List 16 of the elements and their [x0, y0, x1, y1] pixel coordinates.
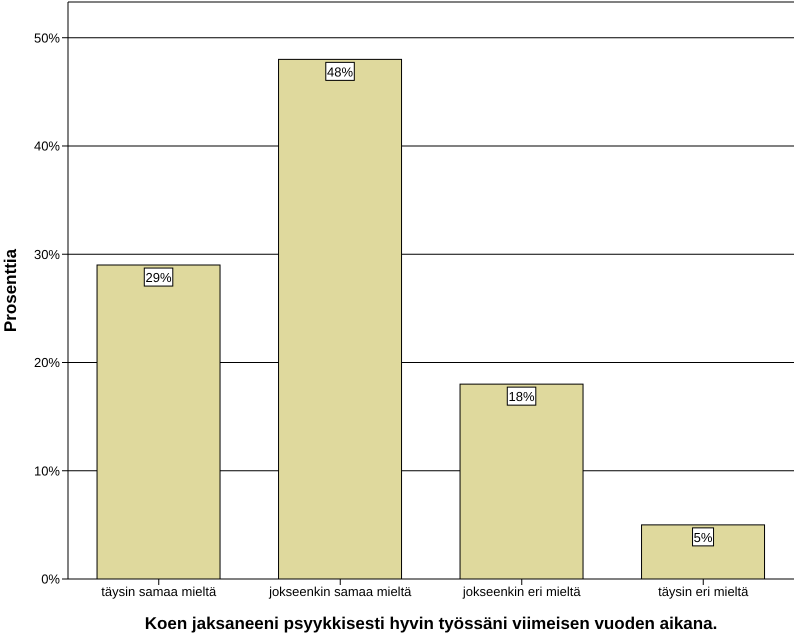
y-tick-label: 10% [34, 463, 60, 478]
x-tick-label: jokseenkin eri mieltä [462, 584, 582, 600]
data-label: 29% [146, 270, 172, 286]
y-tick-label: 20% [34, 355, 60, 370]
y-tick-label: 30% [34, 246, 60, 262]
x-tick-label: jokseenkin samaa mieltä [268, 584, 412, 600]
y-axis-title: Prosenttia [1, 248, 20, 332]
y-tick-label: 40% [34, 138, 60, 154]
y-tick-label: 0% [41, 572, 60, 587]
x-tick-label: täysin samaa mieltä [101, 584, 217, 600]
x-tick-label: täysin eri mieltä [658, 584, 750, 600]
x-axis-title: Koen jaksaneeni psyykkisesti hyvin työssäni viimeisen vuoden aikana. [144, 614, 718, 633]
y-tick-label: 50% [34, 30, 60, 46]
data-label: 18% [508, 389, 535, 404]
data-label: 5% [694, 530, 713, 545]
data-label: 48% [327, 64, 354, 80]
